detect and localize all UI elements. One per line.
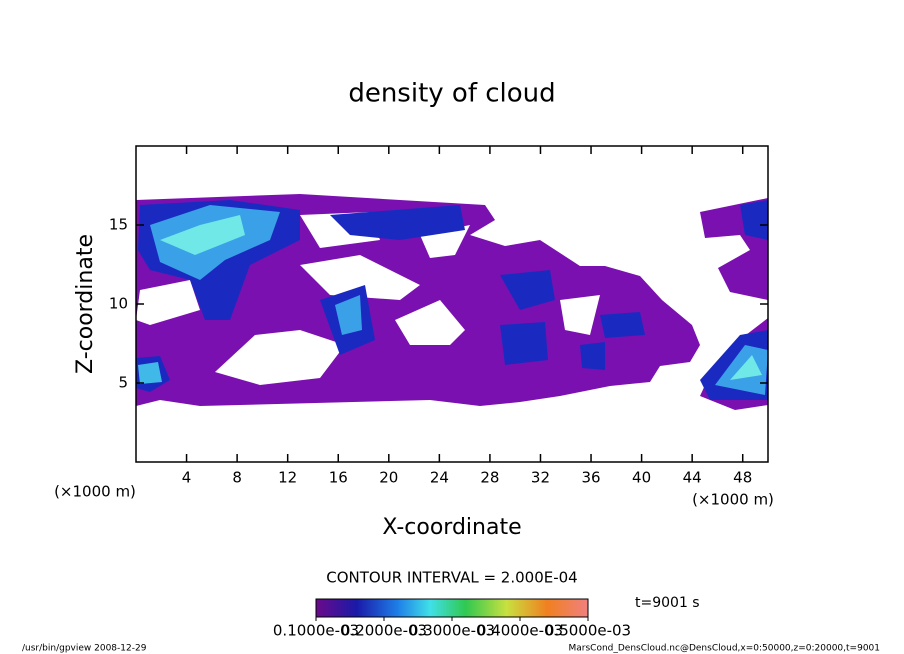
x-unit-right: (×1000 m) — [692, 491, 774, 509]
x-tick-label: 8 — [232, 469, 242, 487]
x-tick-label: 32 — [531, 469, 550, 487]
y-tick-label: 5 — [118, 374, 128, 392]
footer-left: /usr/bin/gpview 2008-12-29 — [22, 644, 147, 654]
contour-field — [136, 194, 768, 410]
x-tick-label: 4 — [182, 469, 192, 487]
colorbar-tick-label: 0.2000e-03 — [341, 622, 427, 640]
x-tick-label: 36 — [581, 469, 600, 487]
y-tick-label: 15 — [109, 216, 128, 234]
colorbar-tick-label: 0.3000e-03 — [409, 622, 495, 640]
x-tick-label: 24 — [430, 469, 449, 487]
x-tick-label: 44 — [683, 469, 702, 487]
x-tick-label: 12 — [278, 469, 297, 487]
footer-right: MarsCond_DensCloud.nc@DensCloud,x=0:5000… — [569, 644, 881, 654]
colorbar-tick-label: 0.4000e-03 — [477, 622, 563, 640]
y-tick-label: 10 — [109, 295, 128, 313]
x-tick-label: 16 — [329, 469, 348, 487]
chart-title: density of cloud — [348, 79, 555, 109]
x-axis-title: X-coordinate — [382, 515, 521, 540]
y-axis-title: Z-coordinate — [73, 234, 98, 374]
x-tick-label: 20 — [379, 469, 398, 487]
x-tick-label: 28 — [480, 469, 499, 487]
x-unit-left: (×1000 m) — [54, 483, 136, 501]
x-tick-label: 40 — [632, 469, 651, 487]
colorbar-tick-label: 0.5000e-03 — [545, 622, 631, 640]
colorbar — [315, 598, 589, 618]
contour-interval: CONTOUR INTERVAL = 2.000E-04 — [326, 569, 577, 587]
x-tick-label: 48 — [733, 469, 752, 487]
time-label: t=9001 s — [635, 595, 700, 611]
colorbar-tick-label: 0.1000e-03 — [273, 622, 359, 640]
